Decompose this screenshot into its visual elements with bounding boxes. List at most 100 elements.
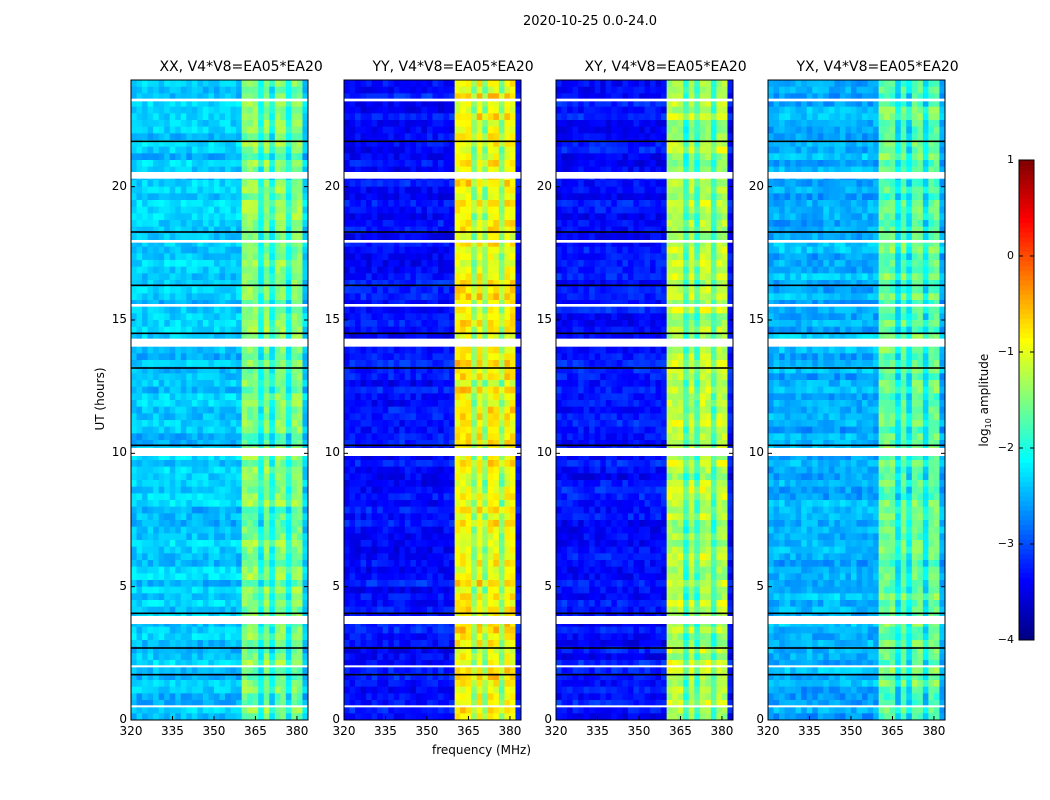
- heatmap-cell: [426, 113, 433, 121]
- heatmap-cell: [302, 413, 309, 421]
- heatmap-cell: [241, 260, 248, 268]
- heatmap-cell: [142, 526, 149, 534]
- heatmap-cell: [136, 293, 143, 301]
- heatmap-cell: [197, 213, 204, 221]
- heatmap-cell: [366, 360, 373, 368]
- heatmap-cell: [180, 586, 187, 594]
- heatmap-cell: [426, 273, 433, 281]
- heatmap-cell: [504, 366, 511, 374]
- heatmap-cell: [202, 560, 209, 568]
- heatmap-cell: [186, 280, 193, 288]
- heatmap-cell: [487, 273, 494, 281]
- heatmap-cell: [142, 673, 149, 681]
- heatmap-cell: [404, 320, 411, 328]
- flag-white-band: [131, 616, 308, 624]
- heatmap-cell: [296, 366, 303, 374]
- heatmap-cell: [247, 413, 254, 421]
- heatmap-cell: [371, 80, 378, 88]
- heatmap-cell: [349, 466, 356, 474]
- heatmap-cell: [147, 506, 154, 514]
- heatmap-cell: [404, 386, 411, 394]
- heatmap-cell: [158, 406, 165, 414]
- heatmap-cell: [180, 486, 187, 494]
- heatmap-cell: [258, 240, 265, 248]
- heatmap-cell: [426, 320, 433, 328]
- heatmap-cell: [175, 680, 182, 688]
- heatmap-cell: [263, 160, 270, 168]
- flag-dark-line: [131, 673, 308, 676]
- heatmap-cell: [153, 193, 160, 201]
- heatmap-cell: [454, 406, 461, 414]
- heatmap-cell: [169, 240, 176, 248]
- heatmap-cell: [274, 386, 281, 394]
- heatmap-cell: [236, 413, 243, 421]
- heatmap-cell: [471, 106, 478, 114]
- heatmap-cell: [164, 433, 171, 441]
- heatmap-cell: [349, 113, 356, 121]
- heatmap-cell: [498, 426, 505, 434]
- heatmap-cell: [269, 293, 276, 301]
- heatmap-cell: [147, 660, 154, 668]
- heatmap-cell: [302, 360, 309, 368]
- heatmap-cell: [147, 553, 154, 561]
- heatmap-cell: [443, 300, 450, 308]
- heatmap-cell: [153, 113, 160, 121]
- heatmap-cell: [175, 300, 182, 308]
- heatmap-cell: [487, 140, 494, 148]
- heatmap-cell: [131, 280, 138, 288]
- heatmap-cell: [415, 280, 422, 288]
- heatmap-cell: [197, 660, 204, 668]
- heatmap-cell: [438, 140, 445, 148]
- heatmap-cell: [498, 226, 505, 234]
- heatmap-cell: [366, 166, 373, 174]
- heatmap-cell: [208, 253, 215, 261]
- heatmap-cell: [197, 700, 204, 708]
- heatmap-cell: [280, 473, 287, 481]
- heatmap-cell: [388, 140, 395, 148]
- heatmap-cell: [158, 700, 165, 708]
- heatmap-cell: [399, 393, 406, 401]
- heatmap-cell: [230, 160, 237, 168]
- heatmap-cell: [399, 93, 406, 101]
- heatmap-cell: [269, 226, 276, 234]
- heatmap-cell: [202, 506, 209, 514]
- heatmap-cell: [236, 200, 243, 208]
- heatmap-cell: [399, 166, 406, 174]
- heatmap-cell: [302, 366, 309, 374]
- heatmap-cell: [280, 213, 287, 221]
- heatmap-cell: [482, 380, 489, 388]
- heatmap-cell: [482, 166, 489, 174]
- heatmap-cell: [426, 133, 433, 141]
- heatmap-cell: [465, 140, 472, 148]
- heatmap-cell: [153, 106, 160, 114]
- heatmap-cell: [399, 326, 406, 334]
- heatmap-cell: [476, 266, 483, 274]
- heatmap-cell: [426, 240, 433, 248]
- heatmap-cell: [410, 93, 417, 101]
- heatmap-cell: [142, 553, 149, 561]
- heatmap-cell: [349, 460, 356, 468]
- heatmap-cell: [438, 460, 445, 468]
- heatmap-cell: [202, 360, 209, 368]
- heatmap-cell: [465, 180, 472, 188]
- heatmap-cell: [504, 153, 511, 161]
- heatmap-cell: [449, 153, 456, 161]
- heatmap-cell: [142, 146, 149, 154]
- heatmap-cell: [443, 206, 450, 214]
- heatmap-cell: [236, 520, 243, 528]
- heatmap-cell: [280, 393, 287, 401]
- heatmap-cell: [460, 413, 467, 421]
- heatmap-cell: [219, 200, 226, 208]
- heatmap-cell: [415, 300, 422, 308]
- heatmap-cell: [426, 226, 433, 234]
- heatmap-cell: [421, 166, 428, 174]
- heatmap-cell: [280, 106, 287, 114]
- heatmap-cell: [432, 333, 439, 341]
- heatmap-cell: [344, 80, 351, 88]
- heatmap-cell: [443, 126, 450, 134]
- heatmap-cell: [460, 120, 467, 128]
- heatmap-cell: [175, 313, 182, 321]
- heatmap-cell: [344, 380, 351, 388]
- heatmap-cell: [225, 453, 232, 461]
- heatmap-cell: [460, 166, 467, 174]
